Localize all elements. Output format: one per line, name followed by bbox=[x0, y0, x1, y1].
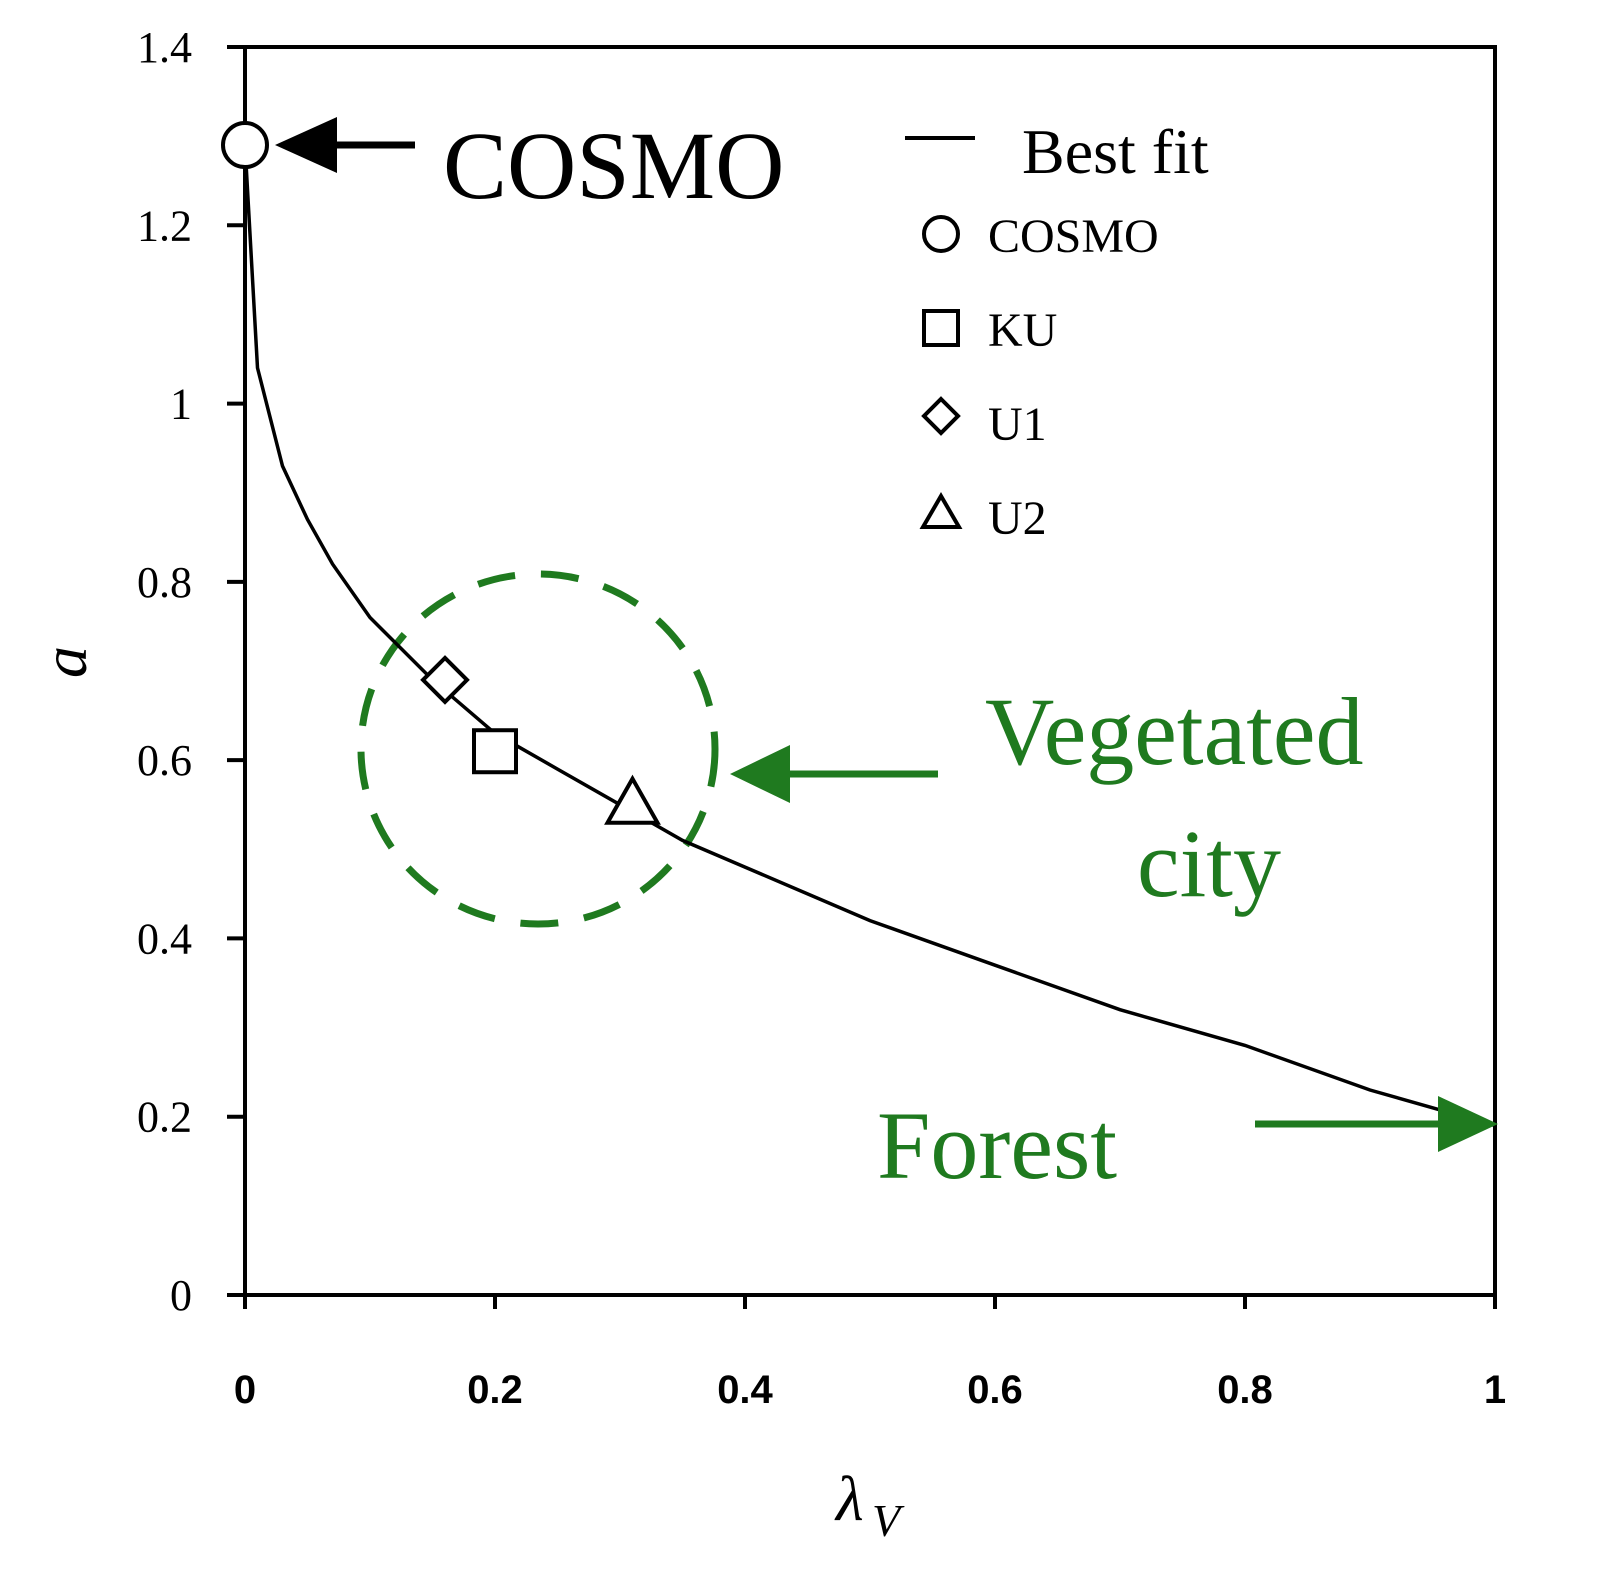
y-tick-label: 1.2 bbox=[137, 201, 192, 250]
legend-square-icon bbox=[922, 309, 960, 347]
y-tick-label: 0.6 bbox=[137, 736, 192, 785]
legend-label-best-fit: Best fit bbox=[1022, 116, 1209, 187]
forest-arrow-head bbox=[1438, 1096, 1498, 1152]
marker-u2 bbox=[604, 774, 661, 825]
x-axis-ticks: 0 0.2 0.4 0.6 0.8 1 bbox=[234, 1295, 1506, 1412]
cosmo-arrow-head bbox=[275, 117, 337, 173]
x-axis-label-subscript: V bbox=[872, 1495, 905, 1546]
y-tick-label: 0.8 bbox=[137, 558, 192, 607]
marker-cosmo bbox=[221, 121, 269, 170]
marker-ku bbox=[472, 728, 518, 775]
y-tick-label: 0 bbox=[170, 1271, 192, 1320]
cosmo-annotation-text: COSMO bbox=[443, 112, 784, 219]
legend-label-u1: U1 bbox=[988, 398, 1047, 451]
cosmo-annotation: COSMO bbox=[275, 112, 784, 219]
forest-annotation: Forest bbox=[877, 1092, 1498, 1199]
marker-u1 bbox=[420, 655, 470, 705]
y-tick-label: 0.4 bbox=[137, 914, 192, 963]
x-tick-label: 0 bbox=[234, 1368, 256, 1412]
x-tick-label: 0.2 bbox=[467, 1368, 523, 1412]
y-axis-ticks: 0 0.2 0.4 0.6 0.8 1 1.2 1.4 bbox=[137, 23, 245, 1320]
best-fit-line bbox=[243, 145, 1496, 1128]
x-axis-label-main: λ bbox=[834, 1463, 864, 1534]
vegetated-city-circle bbox=[357, 570, 719, 928]
x-tick-label: 0.4 bbox=[717, 1368, 773, 1412]
forest-annotation-text: Forest bbox=[877, 1092, 1117, 1199]
x-axis-label: λ V bbox=[834, 1463, 905, 1546]
y-tick-label: 1 bbox=[170, 380, 192, 429]
legend-diamond-icon bbox=[921, 396, 961, 436]
y-tick-label: 0.2 bbox=[137, 1093, 192, 1142]
legend-label-ku: KU bbox=[988, 304, 1057, 357]
legend-label-cosmo: COSMO bbox=[988, 210, 1159, 263]
vegetated-city-annotation: Vegetated city bbox=[730, 678, 1363, 917]
plot-frame bbox=[243, 45, 1497, 1297]
data-markers bbox=[221, 121, 661, 825]
legend-triangle-icon bbox=[919, 492, 963, 529]
legend-label-u2: U2 bbox=[988, 492, 1047, 545]
x-tick-label: 1 bbox=[1484, 1368, 1506, 1412]
x-tick-label: 0.6 bbox=[967, 1368, 1023, 1412]
y-axis-label: a bbox=[29, 646, 100, 678]
y-tick-label: 1.4 bbox=[137, 23, 192, 72]
vegetated-arrow-head bbox=[730, 745, 790, 803]
vegetated-annotation-line1: Vegetated bbox=[985, 678, 1363, 785]
vegetated-annotation-line2: city bbox=[1137, 810, 1281, 917]
x-tick-label: 0.8 bbox=[1217, 1368, 1273, 1412]
legend: Best fit COSMO KU U1 U2 bbox=[905, 116, 1209, 545]
legend-circle-icon bbox=[922, 215, 960, 253]
